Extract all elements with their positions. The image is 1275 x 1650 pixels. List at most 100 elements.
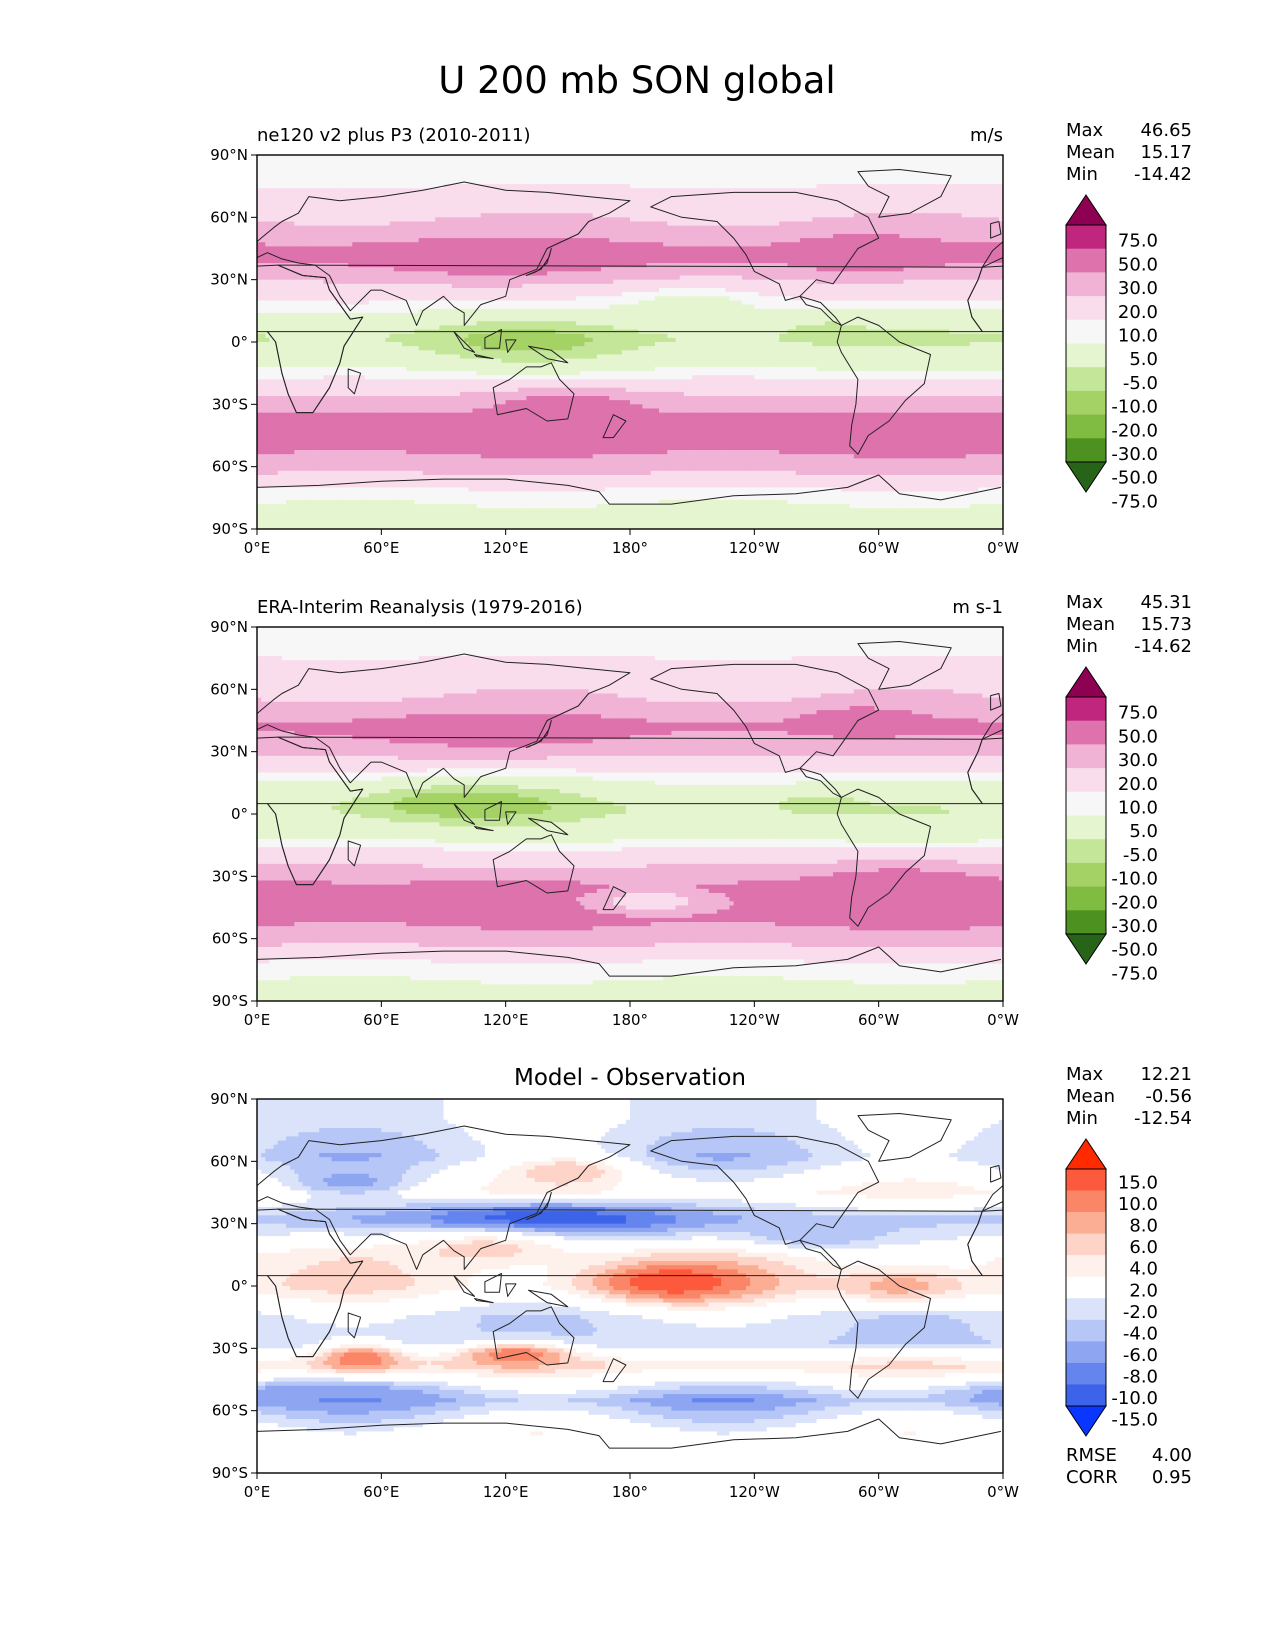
field-cell — [315, 192, 320, 198]
field-cell — [360, 167, 366, 173]
field-cell — [808, 250, 813, 256]
field-cell — [522, 246, 527, 252]
field-cell — [650, 242, 656, 248]
field-cell — [327, 179, 333, 185]
field-cell — [368, 217, 374, 223]
field-cell — [766, 258, 772, 264]
field-cell — [331, 179, 337, 185]
field-cell — [385, 242, 391, 248]
field-cell — [812, 200, 818, 206]
field-cell — [708, 263, 714, 268]
field-cell — [518, 209, 523, 214]
field-cell — [431, 250, 436, 256]
field-cell — [505, 179, 511, 185]
field-cell — [820, 179, 826, 185]
field-cell — [729, 171, 735, 177]
field-cell — [617, 263, 623, 268]
field-cell — [290, 246, 295, 252]
field-cell — [547, 184, 552, 189]
field-cell — [497, 242, 503, 248]
field-cell — [899, 258, 905, 264]
field-cell — [646, 258, 652, 264]
field-cell — [874, 242, 880, 248]
field-cell — [675, 250, 681, 256]
field-cell — [588, 196, 594, 202]
field-cell — [978, 171, 983, 177]
field-cell — [339, 233, 345, 239]
field-cell — [513, 175, 519, 181]
field-cell — [750, 188, 755, 193]
field-cell — [364, 217, 370, 223]
field-cell — [911, 258, 917, 264]
field-cell — [754, 221, 760, 227]
field-cell — [837, 213, 842, 218]
field-cell — [787, 179, 793, 185]
field-cell — [779, 233, 784, 239]
field-cell — [501, 242, 507, 248]
field-cell — [944, 204, 950, 210]
field-cell — [634, 184, 639, 189]
field-cell — [766, 225, 772, 231]
field-cell — [775, 233, 780, 239]
field-cell — [422, 204, 428, 210]
field-cell — [513, 229, 519, 235]
field-cell — [418, 213, 424, 218]
field-cell — [804, 196, 809, 202]
field-cell — [352, 167, 358, 173]
field-cell — [534, 254, 540, 260]
field-cell — [762, 254, 768, 260]
field-cell — [373, 175, 378, 181]
field-cell — [356, 217, 362, 223]
field-cell — [426, 250, 432, 256]
field-cell — [870, 254, 876, 260]
field-cell — [613, 229, 619, 235]
field-cell — [298, 267, 304, 272]
field-cell — [439, 229, 445, 235]
field-cell — [522, 159, 527, 164]
field-cell — [944, 225, 950, 231]
field-cell — [348, 250, 353, 256]
field-cell — [804, 179, 809, 185]
field-cell — [866, 258, 871, 264]
field-cell — [754, 263, 760, 268]
field-cell — [410, 179, 416, 185]
field-cell — [265, 163, 271, 169]
field-cell — [911, 246, 917, 252]
field-cell — [746, 175, 751, 181]
field-cell — [385, 175, 391, 181]
field-cell — [505, 200, 511, 206]
field-cell — [530, 175, 536, 181]
field-cell — [397, 204, 403, 210]
field-cell — [783, 217, 789, 223]
field-cell — [559, 204, 565, 210]
field-cell — [961, 179, 967, 185]
field-cell — [924, 229, 929, 235]
field-cell — [472, 171, 478, 177]
field-cell — [758, 238, 764, 243]
field-cell — [261, 196, 266, 202]
field-cell — [315, 188, 320, 193]
field-cell — [841, 238, 847, 243]
field-cell — [489, 250, 494, 256]
field-cell — [360, 204, 366, 210]
field-cell — [360, 217, 366, 223]
field-cell — [949, 179, 954, 185]
field-cell — [609, 163, 615, 169]
field-cell — [870, 221, 876, 227]
field-cell — [518, 242, 523, 248]
field-cell — [290, 155, 295, 160]
field-cell — [688, 246, 693, 252]
field-cell — [853, 254, 859, 260]
field-cell — [700, 209, 706, 214]
field-cell — [360, 209, 366, 214]
field-cell — [414, 184, 420, 189]
field-cell — [758, 258, 764, 264]
field-cell — [451, 229, 457, 235]
field-cell — [538, 217, 544, 223]
field-cell — [692, 171, 697, 177]
field-cell — [368, 159, 374, 164]
field-cell — [306, 200, 312, 206]
field-cell — [588, 213, 594, 218]
field-cell — [468, 250, 474, 256]
field-cell — [708, 200, 714, 206]
